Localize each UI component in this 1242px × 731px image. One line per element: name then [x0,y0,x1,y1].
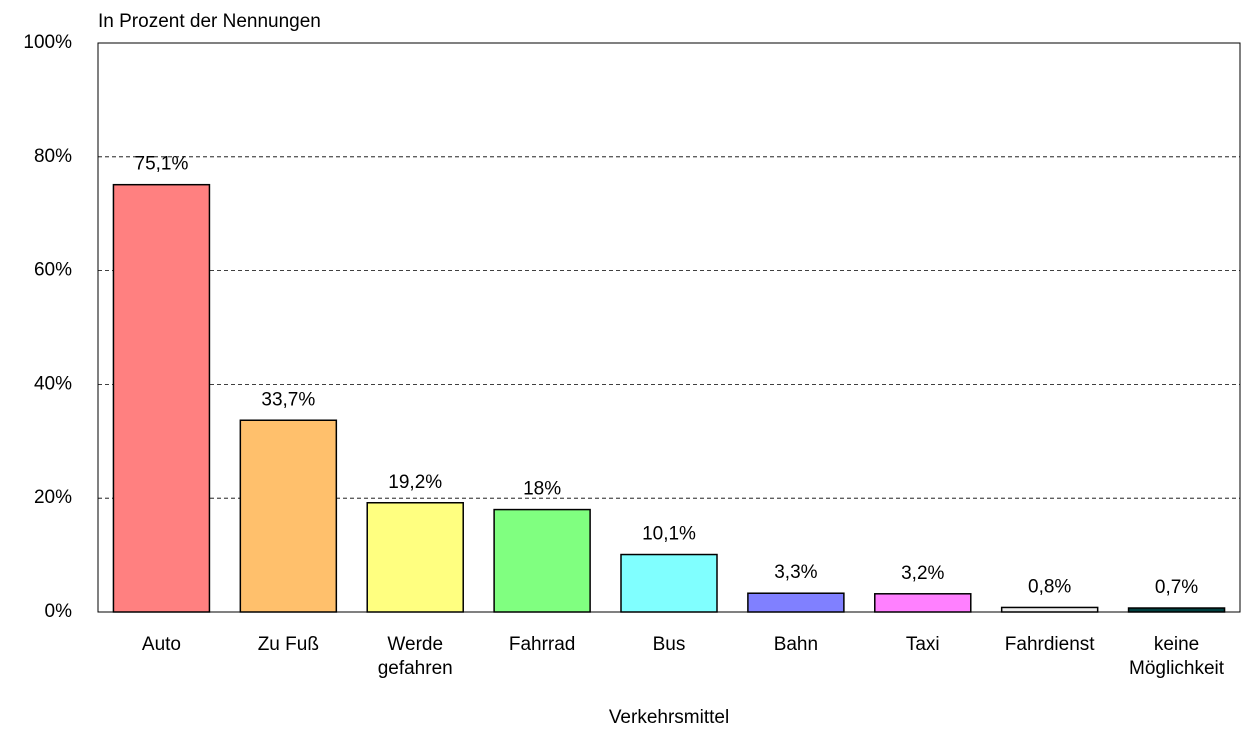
value-label: 18% [523,479,561,500]
y-axis-label: In Prozent der Nennungen [98,11,321,32]
value-label: 75,1% [135,154,189,175]
bar [620,553,718,613]
value-label: 10,1% [642,524,696,545]
bar [493,508,591,613]
x-tick-label: Taxi [905,634,940,655]
bar [747,592,845,613]
bar [239,419,338,613]
x-tick-label: keine Möglichkeit [1129,634,1225,679]
x-tick-label: Fahrdienst [1004,634,1095,655]
y-tick-label: 0% [45,601,73,622]
x-tick-label: Bahn [773,634,819,655]
value-label: 3,3% [774,562,817,583]
y-tick-label: 60% [34,260,72,281]
bar [366,502,464,613]
y-tick-label: 80% [34,146,72,167]
y-tick-label: 20% [34,487,72,508]
value-label: 19,2% [388,472,442,493]
x-tick-label: Auto [141,634,181,655]
bar [1000,606,1099,613]
bar [112,183,211,613]
bar [1127,607,1226,613]
y-tick-label: 100% [23,32,72,53]
x-tick-label: Bus [652,634,686,655]
bar [874,593,972,613]
value-label: 3,2% [901,563,944,584]
x-tick-label: Werde gefahren [377,634,453,679]
value-label: 33,7% [261,389,315,410]
x-axis-label: Verkehrsmittel [609,707,729,728]
y-tick-label: 40% [34,373,72,394]
x-tick-label: Fahrrad [508,634,576,655]
value-label: 0,8% [1028,576,1071,597]
value-label: 0,7% [1155,577,1198,598]
x-tick-label: Zu Fuß [257,634,319,655]
